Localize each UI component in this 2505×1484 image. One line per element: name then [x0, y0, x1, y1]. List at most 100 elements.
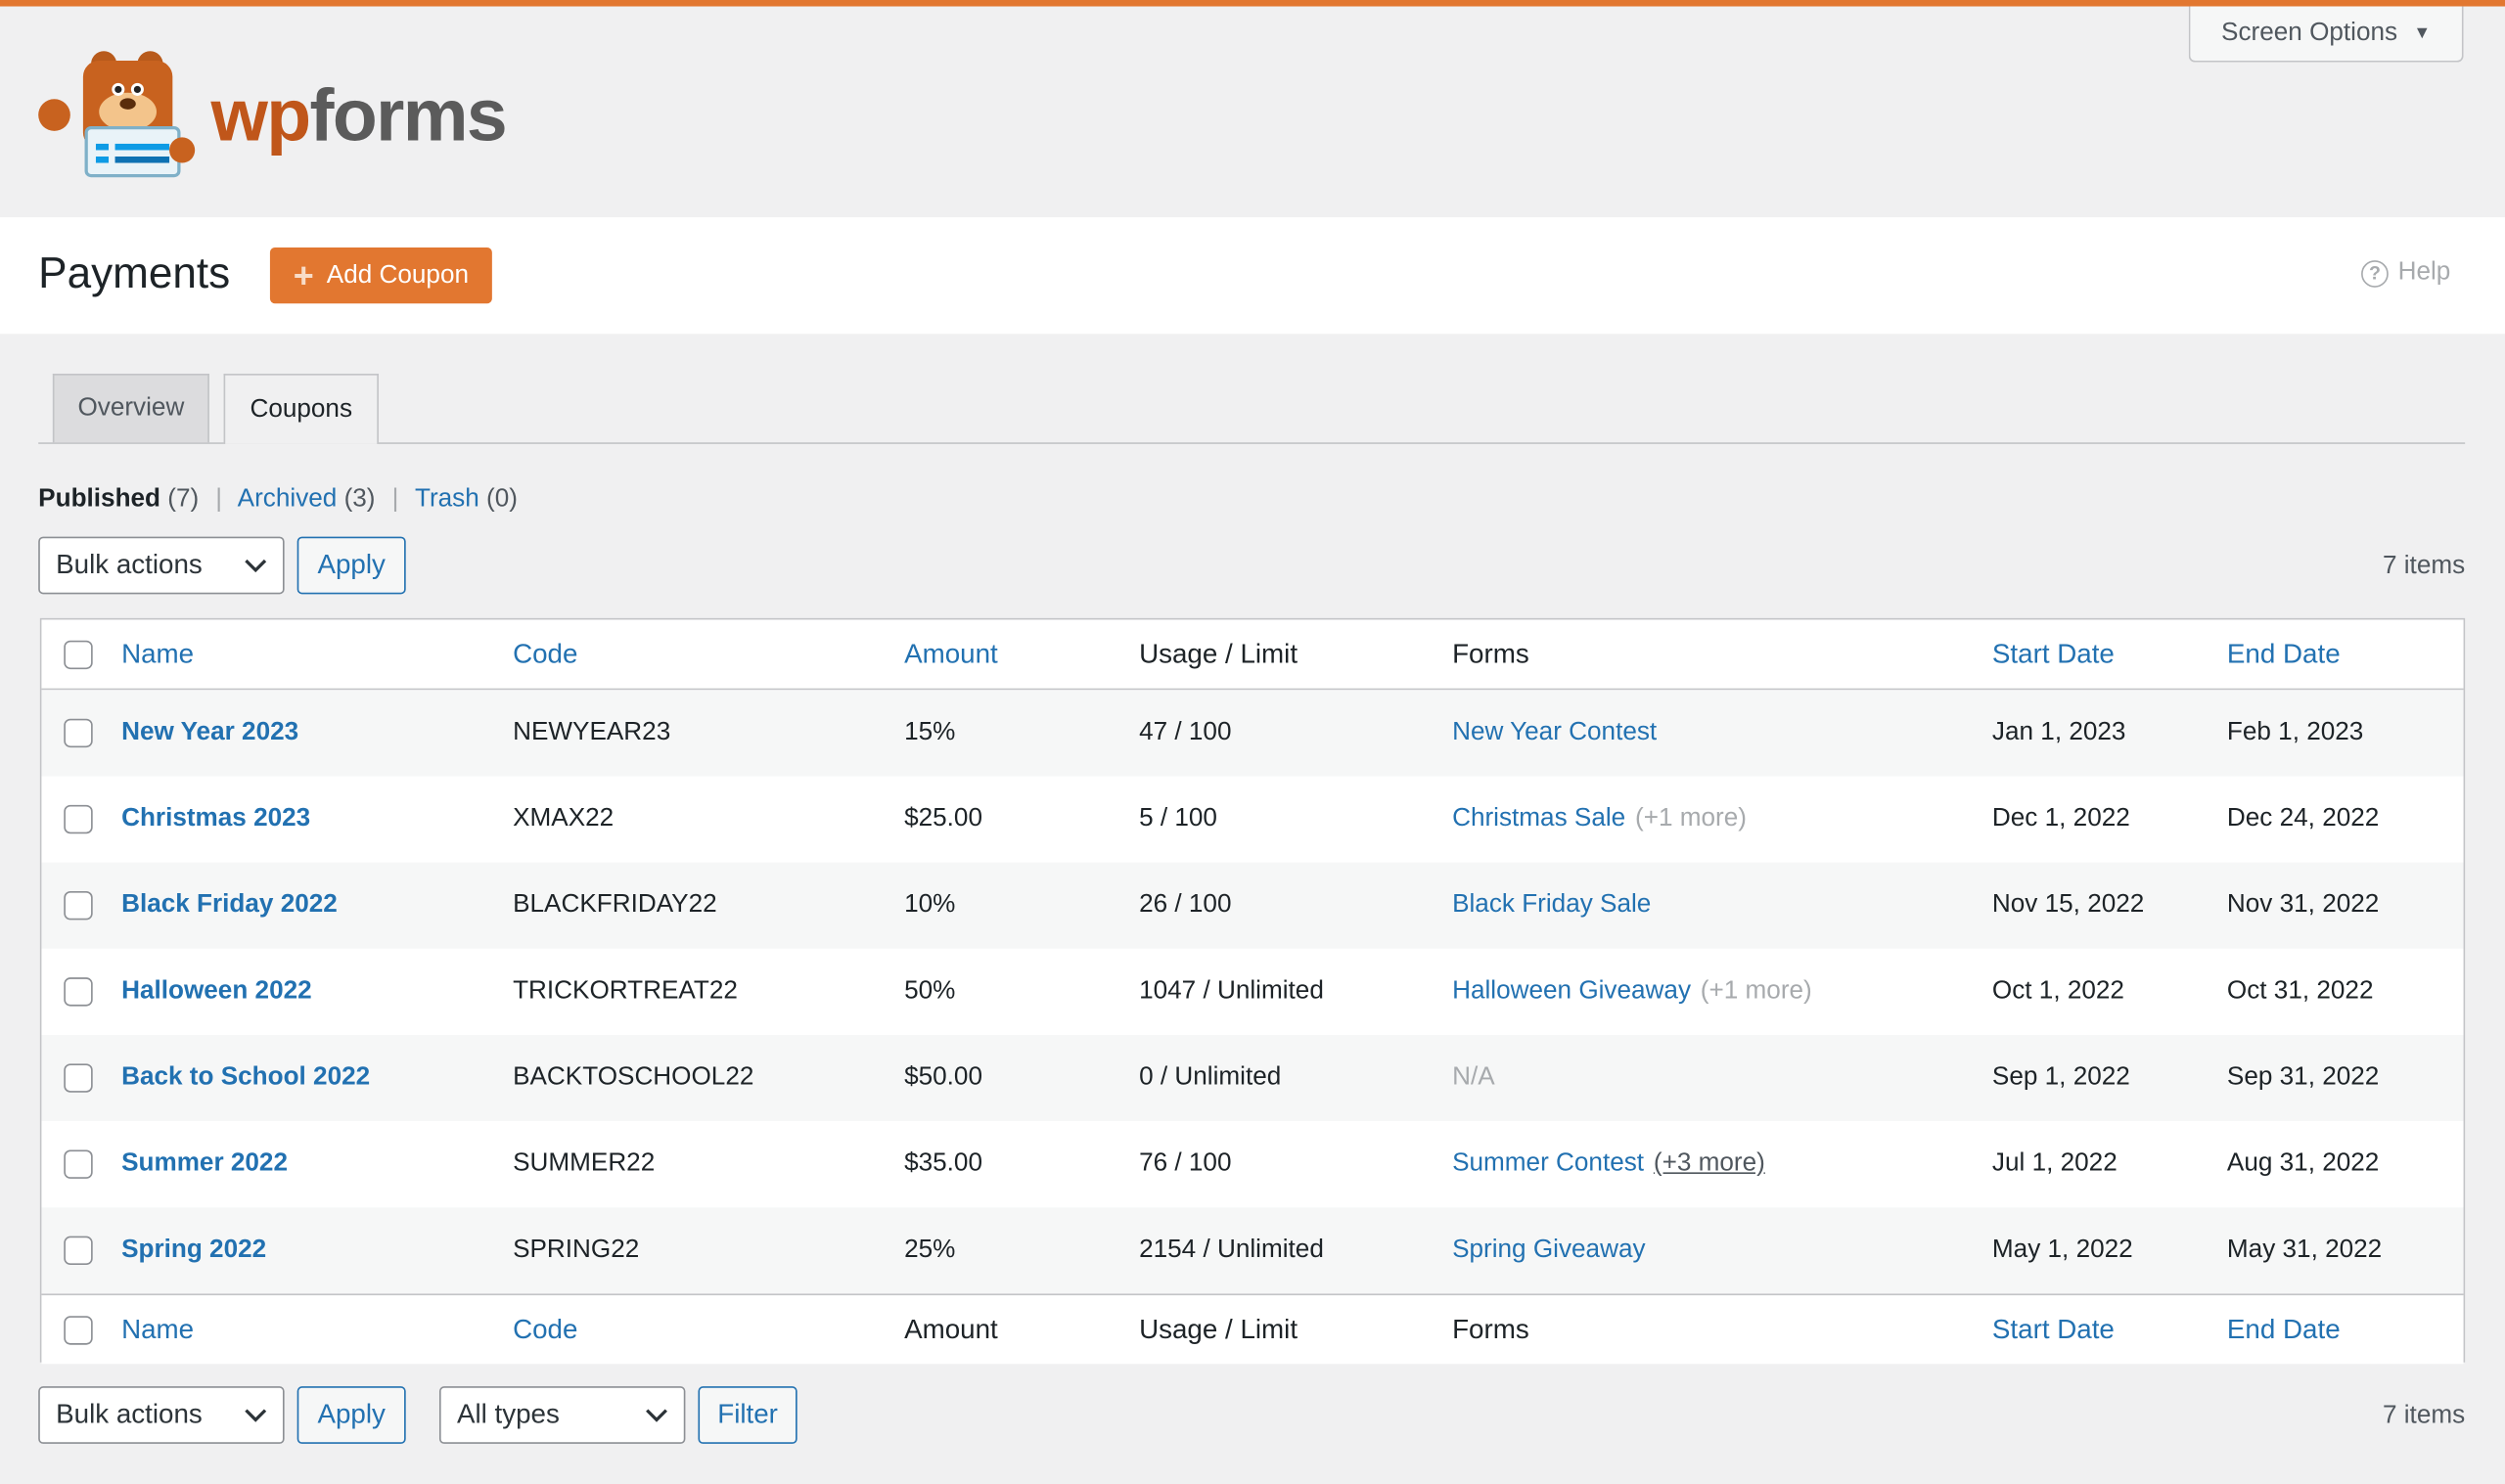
cell-end: May 31, 2022 — [2226, 1236, 2383, 1264]
published-count: (7) — [167, 485, 200, 514]
row-checkbox[interactable] — [64, 718, 93, 748]
column-header-usage-limit: Usage / Limit — [1139, 1313, 1298, 1344]
cell-usage: 2154 / Unlimited — [1139, 1236, 1324, 1264]
form-link[interactable]: Halloween Giveaway — [1452, 977, 1692, 1005]
cell-start: Dec 1, 2022 — [1991, 804, 2130, 832]
coupon-name-link[interactable]: New Year 2023 — [121, 718, 299, 746]
table-row: Black Friday 2022 BLACKFRIDAY22 10% 26 / 10… — [41, 862, 2464, 949]
cell-code: SPRING22 — [513, 1236, 640, 1264]
separator: | — [391, 485, 399, 514]
cell-usage: 47 / 100 — [1139, 718, 1232, 746]
form-link[interactable]: Summer Contest — [1452, 1149, 1645, 1178]
help-label: Help — [2397, 258, 2451, 287]
add-coupon-button[interactable]: + Add Coupon — [269, 247, 492, 304]
apply-label: Apply — [317, 549, 386, 580]
coupon-name-link[interactable]: Summer 2022 — [121, 1149, 288, 1178]
cell-code: TRICKORTREAT22 — [513, 977, 738, 1005]
form-link[interactable]: Spring Giveaway — [1452, 1236, 1646, 1264]
add-coupon-label: Add Coupon — [326, 260, 470, 289]
coupon-name-link[interactable]: Christmas 2023 — [121, 804, 311, 832]
tab-coupons[interactable]: Coupons — [223, 374, 379, 444]
coupon-name-link[interactable]: Back to School 2022 — [121, 1063, 371, 1092]
caret-down-icon: ▼ — [2413, 23, 2432, 44]
forms-cell: Summer Contest (+3 more) — [1452, 1150, 1765, 1179]
cell-start: Nov 15, 2022 — [1991, 891, 2145, 919]
table-row: New Year 2023 NEWYEAR23 15% 47 / 100 New Yea… — [41, 690, 2464, 777]
cell-start: Sep 1, 2022 — [1991, 1063, 2130, 1092]
tab-overview[interactable]: Overview — [52, 374, 209, 443]
column-header-usage-limit: Usage / Limit — [1139, 638, 1298, 669]
cell-code: BLACKFRIDAY22 — [513, 891, 717, 919]
screen-options-button[interactable]: Screen Options ▼ — [2188, 6, 2464, 63]
form-link[interactable]: Christmas Sale — [1452, 804, 1626, 832]
column-header-end-date[interactable]: End Date — [2226, 1313, 2341, 1344]
table-row: Christmas 2023 XMAX22 $25.00 5 / 100 Christm… — [41, 776, 2464, 863]
cell-usage: 26 / 100 — [1139, 891, 1232, 919]
row-checkbox[interactable] — [64, 977, 93, 1007]
column-header-amount[interactable]: Amount — [904, 638, 998, 669]
help-icon: ? — [2361, 259, 2389, 288]
column-header-code[interactable]: Code — [513, 638, 578, 669]
column-header-start-date[interactable]: Start Date — [1991, 1313, 2115, 1344]
cell-end: Oct 31, 2022 — [2226, 977, 2374, 1005]
chevron-down-icon — [245, 559, 267, 572]
column-header-code[interactable]: Code — [513, 1313, 578, 1344]
row-checkbox[interactable] — [64, 1236, 93, 1266]
type-filter-select[interactable]: All types — [438, 1386, 686, 1444]
cell-amount: $25.00 — [904, 804, 982, 832]
filter-trash[interactable]: Trash — [414, 485, 479, 514]
column-header-name[interactable]: Name — [121, 1313, 195, 1344]
items-count-top: 7 items — [2382, 552, 2466, 580]
cell-amount: 15% — [904, 718, 956, 746]
screen-options-label: Screen Options — [2221, 19, 2398, 47]
chevron-down-icon — [646, 1408, 667, 1421]
column-header-forms: Forms — [1452, 1313, 1529, 1344]
items-count-bottom: 7 items — [2382, 1402, 2466, 1430]
apply-button-bottom[interactable]: Apply — [296, 1386, 406, 1444]
table-row: Halloween 2022 TRICKORTREAT22 50% 1047 / Un… — [41, 948, 2464, 1035]
select-all-checkbox[interactable] — [64, 639, 93, 669]
column-header-name[interactable]: Name — [121, 638, 195, 669]
filter-archived[interactable]: Archived — [237, 485, 338, 514]
more-forms-link[interactable]: (+1 more) — [1634, 804, 1747, 832]
cell-code: BACKTOSCHOOL22 — [513, 1063, 754, 1092]
status-filter-links: Published (7) | Archived (3) | Trash (0) — [38, 485, 518, 514]
column-header-start-date[interactable]: Start Date — [1991, 638, 2115, 669]
apply-label: Apply — [317, 1399, 386, 1430]
row-checkbox[interactable] — [64, 1149, 93, 1179]
more-forms-link[interactable]: (+1 more) — [1700, 977, 1812, 1005]
coupon-name-link[interactable]: Spring 2022 — [121, 1236, 267, 1264]
row-checkbox[interactable] — [64, 804, 93, 834]
row-checkbox[interactable] — [64, 891, 93, 921]
select-all-checkbox[interactable] — [64, 1315, 93, 1344]
cell-usage: 76 / 100 — [1139, 1149, 1232, 1178]
form-link[interactable]: Black Friday Sale — [1452, 891, 1652, 919]
cell-code: XMAX22 — [513, 804, 615, 832]
filter-published[interactable]: Published — [38, 485, 161, 514]
cell-amount: 50% — [904, 977, 956, 1005]
cell-end: Aug 31, 2022 — [2226, 1149, 2380, 1178]
filter-label: Filter — [717, 1399, 778, 1430]
forms-cell: Christmas Sale (+1 more) — [1452, 805, 1747, 833]
row-checkbox[interactable] — [64, 1063, 93, 1093]
coupons-table: Name Code Amount Usage / Limit Forms Start Da… — [39, 617, 2466, 1365]
cell-code: SUMMER22 — [513, 1149, 656, 1178]
form-na: N/A — [1452, 1063, 1495, 1092]
table-row: Summer 2022 SUMMER22 $35.00 76 / 100 Summer … — [41, 1121, 2464, 1208]
more-forms-link[interactable]: (+3 more) — [1653, 1149, 1765, 1178]
bulk-actions-select-bottom[interactable]: Bulk actions — [38, 1386, 285, 1444]
form-link[interactable]: New Year Contest — [1452, 718, 1658, 746]
help-link[interactable]: ? Help — [2361, 258, 2451, 288]
logo-wordmark: wpforms — [210, 74, 506, 157]
column-header-end-date[interactable]: End Date — [2226, 638, 2341, 669]
bulk-actions-select-top[interactable]: Bulk actions — [38, 536, 285, 595]
filter-button[interactable]: Filter — [698, 1386, 797, 1444]
coupon-name-link[interactable]: Black Friday 2022 — [121, 891, 338, 919]
plus-icon: + — [293, 254, 314, 295]
coupon-name-link[interactable]: Halloween 2022 — [121, 977, 312, 1005]
column-header-forms: Forms — [1452, 638, 1529, 669]
cell-usage: 5 / 100 — [1139, 804, 1217, 832]
separator: | — [215, 485, 223, 514]
apply-button-top[interactable]: Apply — [296, 536, 406, 595]
tab-divider — [38, 442, 2466, 444]
